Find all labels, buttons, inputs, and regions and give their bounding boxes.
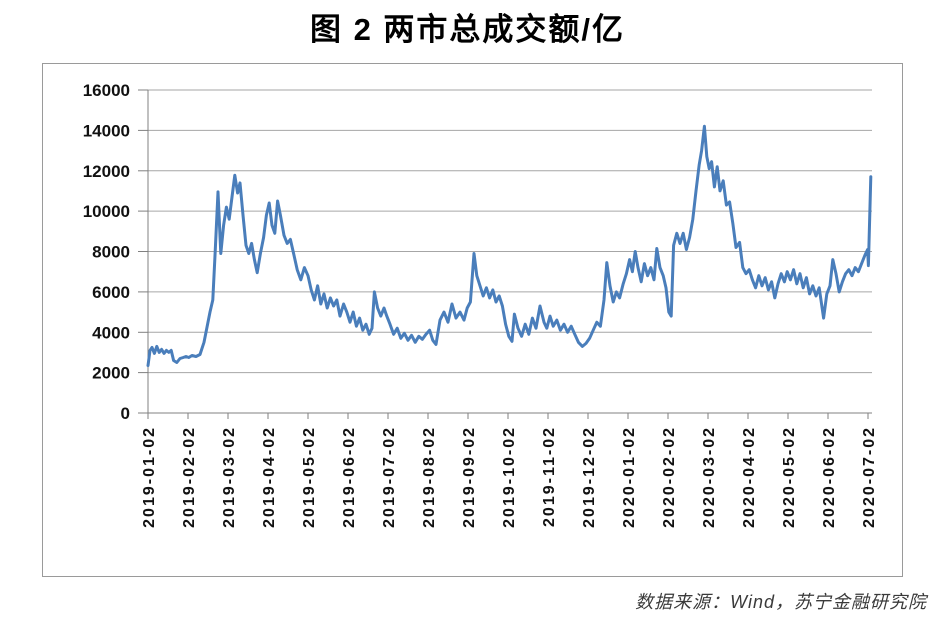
x-tick-label: 2020-06-02 [821, 426, 838, 528]
x-tick-label: 2019-11-02 [541, 426, 558, 527]
x-tick-label: 2019-12-02 [581, 426, 598, 528]
data-source-note: 数据来源：Wind，苏宁金融研究院 [635, 592, 927, 612]
y-tick-label: 8000 [92, 243, 130, 262]
x-tick-label: 2020-01-02 [621, 426, 638, 528]
x-tick-label: 2019-06-02 [341, 426, 358, 528]
x-tick-label: 2020-04-02 [741, 426, 758, 528]
x-tick-label: 2020-03-02 [701, 426, 718, 528]
figure-title: 图 2 两市总成交额/亿 [309, 12, 626, 47]
y-tick-label: 14000 [83, 121, 130, 140]
x-tick-label: 2019-08-02 [421, 426, 438, 528]
turnover-series-line [146, 124, 873, 368]
y-tick-label: 16000 [83, 81, 130, 100]
y-tick-label: 10000 [83, 202, 130, 221]
x-tick-label: 2020-02-02 [661, 426, 678, 528]
x-tick-label: 2019-04-02 [261, 426, 278, 528]
y-tick-label: 2000 [92, 364, 130, 383]
y-tick-label: 0 [121, 404, 130, 423]
x-tick-label: 2020-05-02 [781, 426, 798, 528]
x-tick-label: 2019-01-02 [141, 426, 158, 528]
chart-frame-border [42, 63, 903, 577]
x-tick-label: 2019-03-02 [221, 426, 238, 528]
x-tick-label: 2019-02-02 [181, 426, 198, 528]
x-tick-label: 2019-05-02 [301, 426, 318, 528]
y-tick-label: 12000 [83, 162, 130, 181]
y-tick-label: 4000 [92, 323, 130, 342]
x-tick-label: 2019-07-02 [381, 426, 398, 528]
y-tick-label: 6000 [92, 283, 130, 302]
x-tick-label: 2019-10-02 [501, 426, 518, 528]
x-tick-label: 2019-09-02 [461, 426, 478, 528]
x-tick-label: 2020-07-02 [861, 426, 878, 528]
